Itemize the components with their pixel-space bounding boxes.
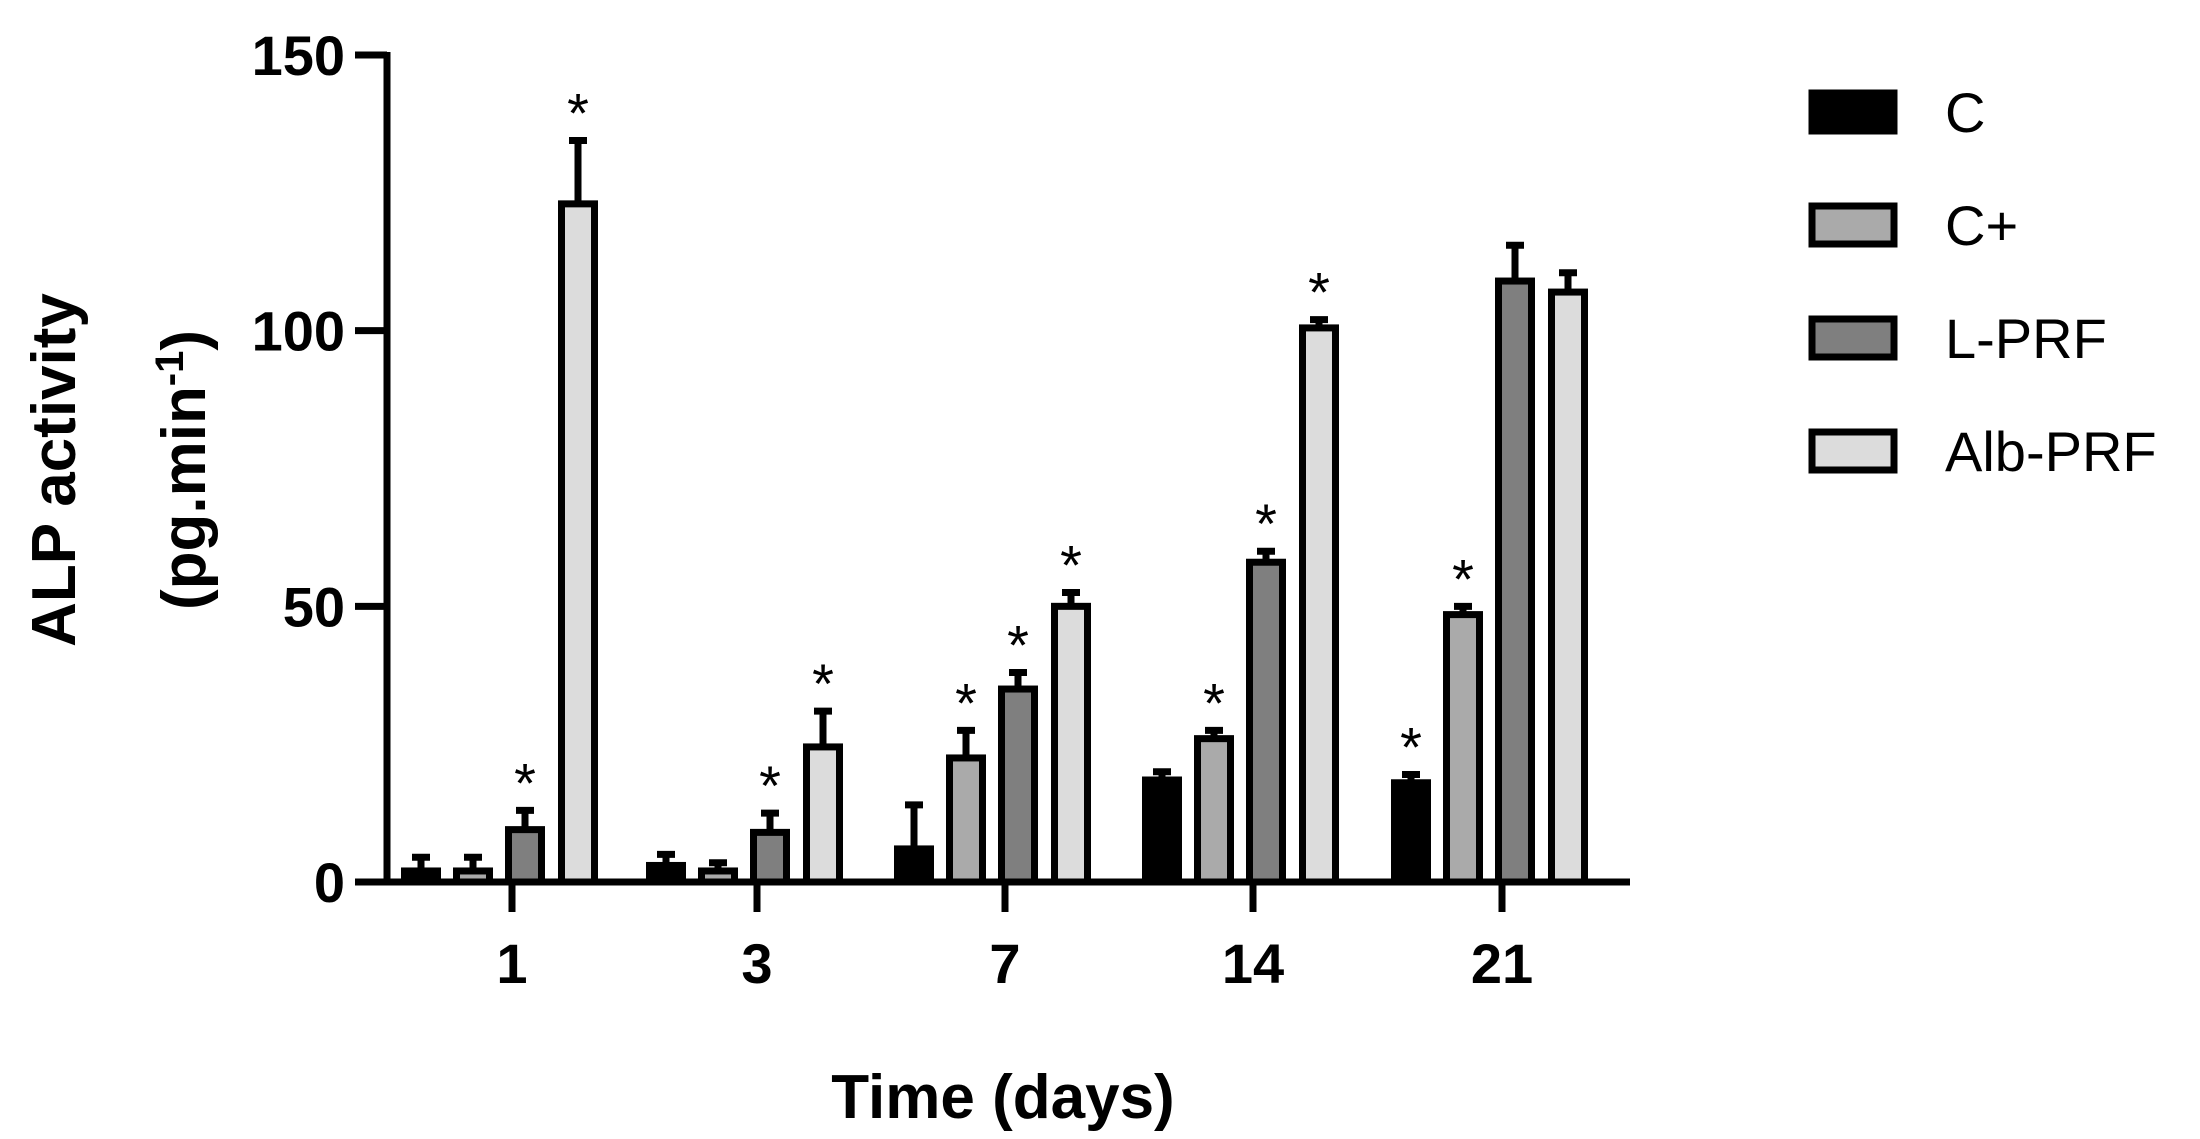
y-tick-label: 50 [283,575,345,638]
significance-marker: * [1060,534,1082,597]
bar-c--day-21 [1443,611,1483,886]
y-axis-title-base: (pg.min [150,386,219,610]
legend-label-alb-prf: Alb-PRF [1945,420,2157,483]
x-tick-label: 7 [989,932,1020,995]
bar-l-prf-day-7 [998,685,1038,886]
bars-layer: * * * * * * * * * * * * [401,81,1588,886]
legend-label-c: C [1945,81,1985,144]
significance-marker: * [1255,492,1277,555]
significance-marker: * [955,671,977,734]
legend-swatch-l-prf [1808,315,1898,361]
bar-alb-prf-day-14 [1299,324,1339,886]
significance-marker: * [1308,261,1330,324]
bar-alb-prf-day-21 [1548,288,1588,886]
bar-alb-prf-day-3 [803,743,843,886]
y-tick-label: 150 [252,24,345,87]
bar-c--day-7 [946,754,986,886]
bar-l-prf-day-3 [750,828,790,886]
significance-marker: * [567,81,589,144]
bar-alb-prf-day-1 [558,200,598,886]
y-axis-title-line2: (pg.min-1) [148,330,219,610]
x-tick-label: 14 [1222,932,1284,995]
x-tick-label: 1 [496,932,527,995]
significance-marker: * [759,754,781,817]
ticks-layer: 0 50 100 150 1 3 7 14 21 [252,24,1534,995]
significance-marker: * [812,652,834,715]
bar-c-day-14 [1142,776,1182,886]
x-tick-label: 21 [1471,932,1533,995]
y-axis-title-sup: -1 [148,351,192,387]
legend-swatch-c- [1808,202,1898,248]
bar-l-prf-day-1 [505,826,545,886]
bar-c--day-14 [1194,735,1234,886]
x-tick-label: 3 [741,932,772,995]
bar-alb-prf-day-7 [1051,602,1091,886]
significance-marker: * [1400,715,1422,778]
x-axis-title: Time (days) [831,1063,1174,1132]
significance-marker: * [1203,671,1225,734]
legend-swatch-alb-prf [1808,428,1898,474]
legend-label-c-: C+ [1945,194,2018,257]
bar-l-prf-day-21 [1495,277,1535,886]
significance-marker: * [1452,547,1474,610]
significance-marker: * [1007,613,1029,676]
bar-l-prf-day-14 [1246,558,1286,886]
bar-c-day-7 [894,845,934,886]
y-tick-label: 100 [252,300,345,363]
significance-marker: * [514,751,536,814]
legend-label-l-prf: L-PRF [1945,307,2107,370]
legend: C C+ L-PRF Alb-PRF [1808,81,2157,483]
y-axis-title-line1: ALP activity [20,293,89,647]
y-tick-label: 0 [314,851,345,914]
bar-c-day-21 [1391,779,1431,886]
legend-swatch-c [1808,89,1898,135]
y-axis-title-end: ) [150,330,219,351]
